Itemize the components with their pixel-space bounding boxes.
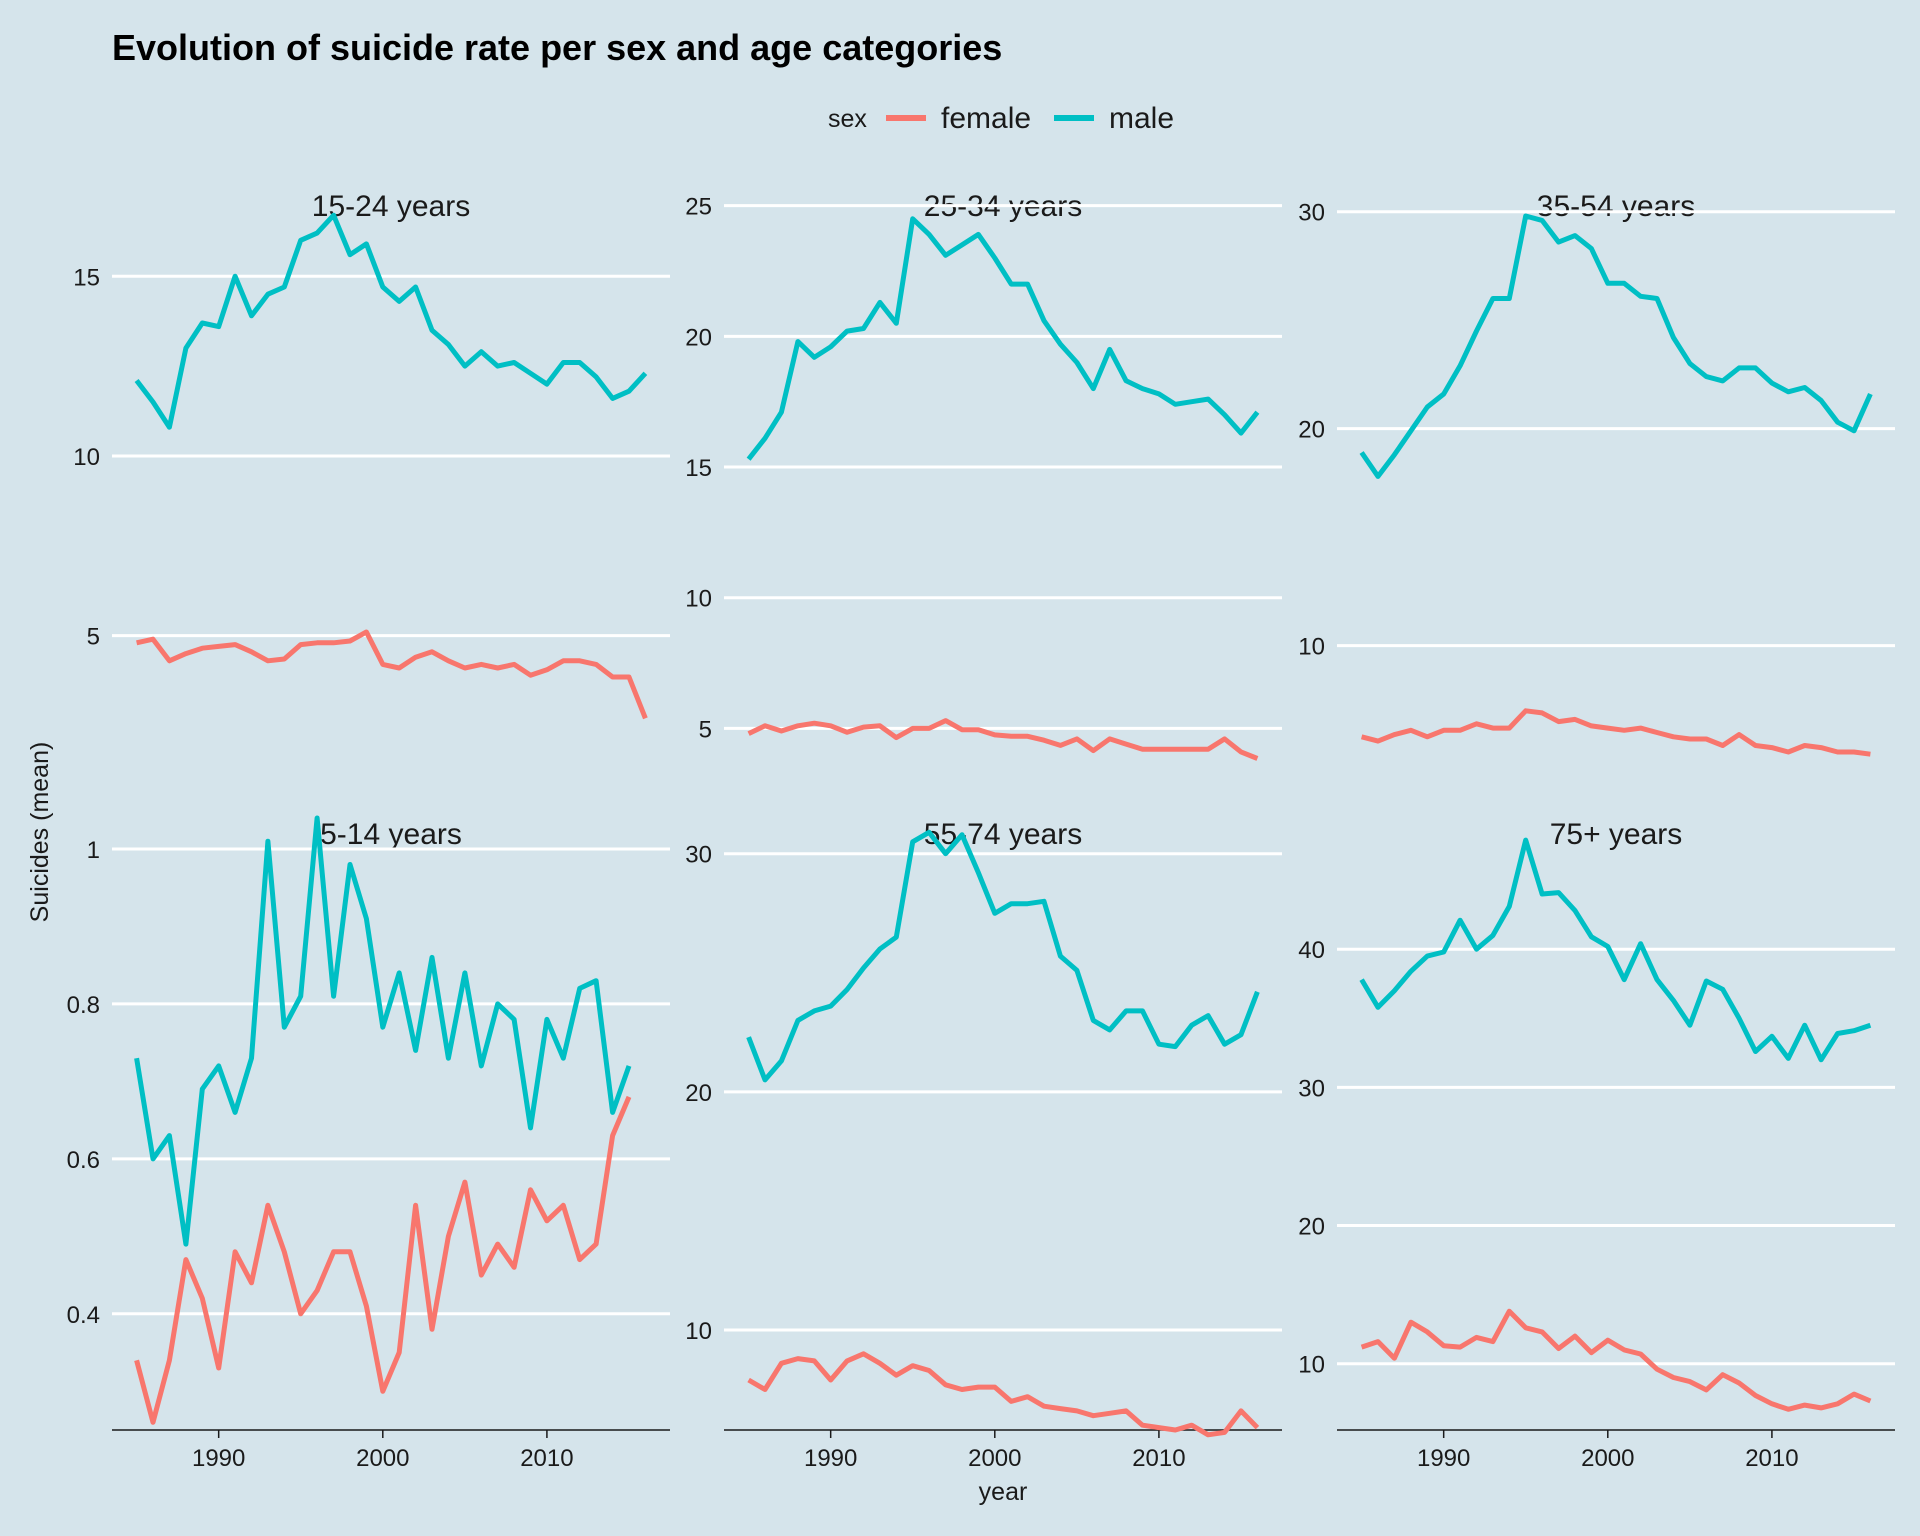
series-line-male bbox=[134, 815, 632, 1247]
y-tick-label: 20 bbox=[1298, 417, 1325, 444]
y-tick-label: 30 bbox=[1298, 200, 1325, 227]
x-tick-label: 2010 bbox=[1132, 1445, 1185, 1472]
panel-title: 55-74 years bbox=[924, 818, 1082, 851]
panel-title: 75+ years bbox=[1550, 818, 1683, 851]
y-axis-label: Suicides (mean) bbox=[26, 742, 54, 923]
x-tick-label: 1990 bbox=[804, 1445, 857, 1472]
chart-title: Evolution of suicide rate per sex and ag… bbox=[112, 27, 1002, 68]
series-line-male bbox=[1359, 837, 1872, 1063]
series-line-male bbox=[1359, 213, 1873, 479]
y-tick-label: 5 bbox=[699, 716, 712, 743]
x-tick-label: 2000 bbox=[968, 1445, 1021, 1472]
x-tick-label: 1990 bbox=[192, 1445, 245, 1472]
y-tick-label: 1 bbox=[87, 837, 100, 864]
y-tick-label: 10 bbox=[1298, 634, 1325, 661]
series-line-female bbox=[136, 629, 648, 720]
series-line-male bbox=[746, 829, 1260, 1083]
panel-75-years: 75+ years 10 20 30 40 1990 2000 2010 bbox=[1298, 818, 1895, 1472]
x-tick-label: 2000 bbox=[1581, 1445, 1634, 1472]
y-tick-label: 30 bbox=[685, 842, 712, 869]
series-line-female bbox=[747, 718, 1259, 761]
y-tick-label: 30 bbox=[1298, 1075, 1325, 1102]
y-tick-label: 5 bbox=[87, 624, 100, 651]
legend-label-female: female bbox=[941, 102, 1031, 135]
series-line-female bbox=[1360, 1308, 1872, 1412]
panel-55-74-years: 55-74 years 10 20 30 1990 2000 2010 bbox=[685, 818, 1282, 1472]
panel-15-24-years: 15-24 years 5 10 15 bbox=[73, 190, 670, 720]
y-tick-label: 0.8 bbox=[67, 992, 100, 1019]
x-tick-label: 2010 bbox=[1745, 1445, 1798, 1472]
series-line-female bbox=[1360, 708, 1871, 757]
y-tick-label: 20 bbox=[685, 324, 712, 351]
y-tick-label: 10 bbox=[1298, 1352, 1325, 1379]
legend: sex female male bbox=[828, 102, 1174, 135]
y-tick-label: 15 bbox=[73, 264, 100, 291]
y-tick-label: 10 bbox=[685, 1318, 712, 1345]
legend-label-male: male bbox=[1109, 102, 1174, 135]
panel-35-54-years: 35-54 years 10 20 30 bbox=[1298, 190, 1895, 757]
panel-5-14-years: 5-14 years 0.4 0.6 0.8 1 1990 2000 2010 bbox=[67, 815, 670, 1472]
panel-title: 35-54 years bbox=[1537, 190, 1695, 223]
y-tick-label: 0.6 bbox=[67, 1147, 100, 1174]
series-line-female bbox=[134, 1095, 632, 1425]
y-tick-label: 20 bbox=[685, 1080, 712, 1107]
y-tick-label: 25 bbox=[685, 194, 712, 221]
x-tick-label: 2010 bbox=[520, 1445, 573, 1472]
series-line-male bbox=[746, 216, 1260, 461]
series-line-male bbox=[134, 212, 648, 430]
x-axis-label: year bbox=[979, 1478, 1028, 1506]
panel-title: 15-24 years bbox=[312, 190, 470, 223]
y-tick-label: 40 bbox=[1298, 937, 1325, 964]
panel-title: 5-14 years bbox=[320, 818, 462, 851]
y-tick-label: 0.4 bbox=[67, 1302, 100, 1329]
series-line-female bbox=[747, 1351, 1260, 1438]
legend-title: sex bbox=[828, 105, 867, 133]
y-tick-label: 20 bbox=[1298, 1214, 1325, 1241]
x-tick-label: 2000 bbox=[356, 1445, 409, 1472]
y-tick-label: 10 bbox=[73, 444, 100, 471]
x-tick-label: 1990 bbox=[1417, 1445, 1470, 1472]
y-tick-label: 10 bbox=[685, 586, 712, 613]
y-tick-label: 15 bbox=[685, 455, 712, 482]
